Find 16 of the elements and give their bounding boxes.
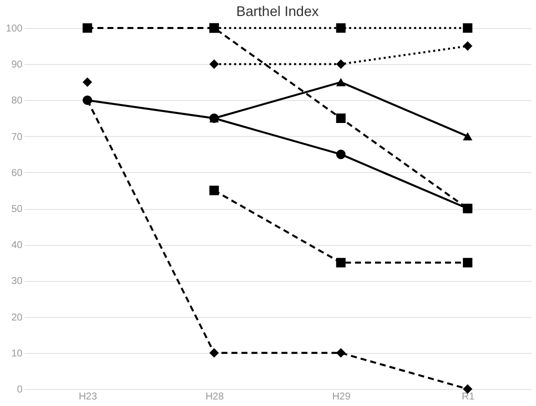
x-tick-label: R1 bbox=[462, 392, 475, 402]
x-tick-label: H28 bbox=[205, 392, 224, 402]
y-tick-label: 0 bbox=[16, 384, 23, 396]
y-tick-label: 60 bbox=[11, 168, 23, 179]
y-tick-label: 80 bbox=[11, 96, 23, 107]
y-tick-label: 30 bbox=[11, 276, 23, 288]
chart-title: Barthel Index bbox=[236, 3, 319, 19]
y-tick-label: 40 bbox=[11, 240, 23, 252]
x-tick-label: H23 bbox=[78, 392, 98, 402]
y-tick-label: 70 bbox=[11, 132, 23, 143]
y-tick-label: 20 bbox=[11, 312, 23, 324]
y-tick-label: 100 bbox=[6, 24, 23, 34]
y-tick-label: 90 bbox=[11, 60, 23, 71]
y-tick-label: 50 bbox=[11, 204, 23, 215]
y-tick-label: 10 bbox=[11, 348, 23, 360]
x-tick-label: H29 bbox=[332, 392, 351, 402]
